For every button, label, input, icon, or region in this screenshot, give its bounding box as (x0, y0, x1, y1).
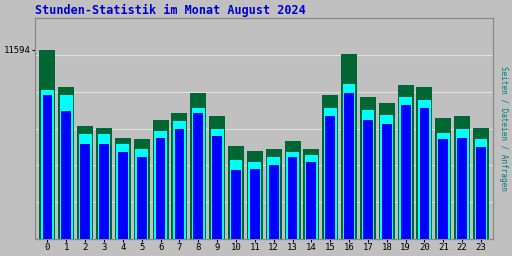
Bar (269, 165, 279, 239)
Bar (192, 108, 205, 239)
Bar (419, 108, 430, 239)
Bar (401, 105, 411, 239)
Bar (266, 149, 282, 239)
Bar (247, 151, 263, 239)
Bar (380, 115, 393, 239)
Text: Stunden-Statistik im Monat August 2024: Stunden-Statistik im Monat August 2024 (35, 4, 306, 17)
Bar (363, 120, 373, 239)
Bar (209, 116, 225, 239)
Bar (288, 157, 297, 239)
Bar (58, 87, 74, 239)
Bar (361, 110, 374, 239)
Bar (399, 97, 412, 239)
Bar (60, 95, 73, 239)
Bar (79, 134, 92, 239)
Bar (229, 160, 242, 239)
Bar (194, 113, 203, 239)
Bar (175, 129, 184, 239)
Bar (118, 152, 128, 239)
Bar (476, 147, 486, 239)
Bar (80, 144, 90, 239)
Bar (190, 93, 206, 239)
Bar (77, 126, 93, 239)
Bar (250, 168, 260, 239)
Bar (153, 120, 168, 239)
Bar (228, 146, 244, 239)
Y-axis label: Seiten / Dateien / Anfragen: Seiten / Dateien / Anfragen (499, 66, 508, 191)
Bar (398, 85, 414, 239)
Bar (343, 84, 355, 239)
Bar (211, 129, 224, 239)
Bar (135, 149, 148, 239)
Bar (115, 137, 131, 239)
Bar (303, 149, 319, 239)
Bar (307, 162, 316, 239)
Bar (437, 133, 450, 239)
Bar (435, 118, 452, 239)
Bar (212, 136, 222, 239)
Bar (98, 134, 111, 239)
Bar (42, 95, 52, 239)
Bar (231, 170, 241, 239)
Bar (382, 124, 392, 239)
Bar (324, 108, 336, 239)
Bar (475, 139, 487, 239)
Bar (137, 157, 146, 239)
Bar (305, 155, 318, 239)
Bar (454, 116, 470, 239)
Bar (99, 144, 109, 239)
Bar (438, 139, 448, 239)
Bar (39, 49, 55, 239)
Bar (456, 129, 468, 239)
Bar (416, 87, 433, 239)
Bar (173, 121, 186, 239)
Bar (285, 141, 301, 239)
Bar (156, 137, 165, 239)
Bar (473, 128, 489, 239)
Bar (360, 97, 376, 239)
Bar (286, 152, 299, 239)
Bar (457, 137, 467, 239)
Bar (418, 100, 431, 239)
Bar (116, 144, 129, 239)
Bar (154, 131, 167, 239)
Bar (61, 111, 71, 239)
Bar (248, 162, 261, 239)
Bar (322, 95, 338, 239)
Bar (172, 113, 187, 239)
Bar (267, 157, 280, 239)
Bar (96, 128, 112, 239)
Bar (325, 116, 335, 239)
Bar (341, 54, 357, 239)
Bar (41, 90, 54, 239)
Bar (134, 139, 150, 239)
Bar (344, 93, 354, 239)
Bar (379, 103, 395, 239)
